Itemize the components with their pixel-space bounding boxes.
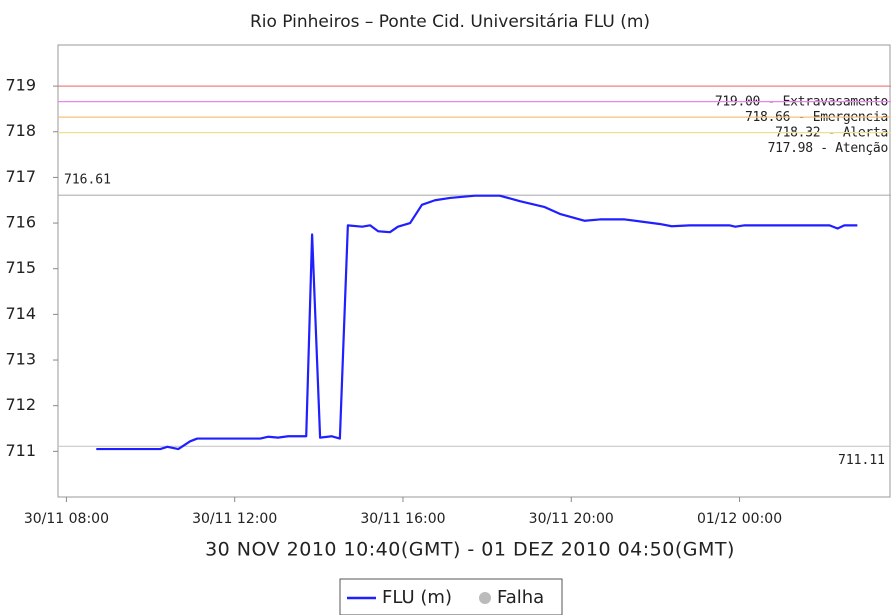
alert-label: 717.98 - Atenção (768, 141, 888, 156)
legend-swatch (479, 592, 491, 604)
y-tick-label: 717 (5, 167, 36, 186)
x-tick-label: 30/11 08:00 (24, 511, 109, 527)
y-tick-label: 711 (5, 441, 36, 460)
y-tick-label: 716 (5, 213, 36, 232)
x-axis-label: 30 NOV 2010 10:40(GMT) - 01 DEZ 2010 04:… (205, 539, 735, 561)
legend-label: FLU (m) (382, 587, 452, 608)
data-line (96, 194, 858, 451)
y-tick-label: 719 (5, 76, 36, 95)
legend-label: Falha (497, 587, 544, 608)
x-tick-label: 01/12 00:00 (697, 511, 782, 527)
y-tick-label: 713 (5, 350, 36, 369)
marker-label: 711.11 (838, 453, 885, 468)
y-tick-label: 712 (5, 395, 36, 414)
x-tick-label: 30/11 20:00 (529, 511, 614, 527)
legend-box (339, 578, 563, 615)
plot-frame (57, 44, 891, 498)
chart-title: Rio Pinheiros – Ponte Cid. Universitária… (250, 12, 650, 32)
y-tick-label: 715 (5, 258, 36, 277)
x-tick-label: 30/11 16:00 (360, 511, 445, 527)
y-tick-label: 714 (5, 304, 36, 323)
marker-label: 716.61 (64, 173, 111, 188)
y-tick-label: 718 (5, 121, 36, 140)
x-tick-label: 30/11 12:00 (192, 511, 277, 527)
